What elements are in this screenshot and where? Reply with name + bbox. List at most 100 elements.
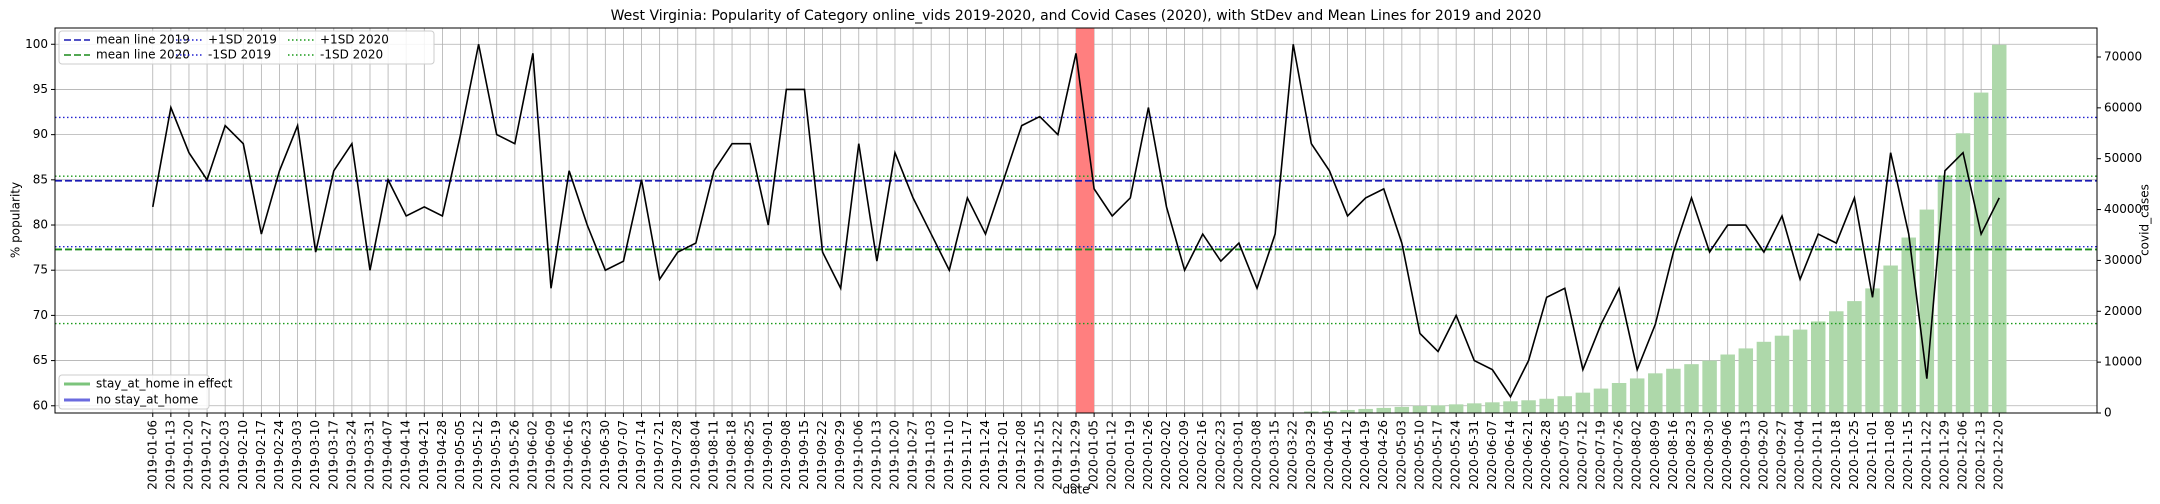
legend-box [58,374,210,410]
bar [1937,175,1953,413]
bar [1611,382,1627,413]
bar [1919,209,1935,413]
bar [1467,403,1482,413]
x-tick-label: 2019-05-26 [507,420,521,490]
x-tick-label: 2019-12-22 [1050,420,1064,490]
x-tick-label: 2020-11-22 [1919,420,1933,490]
x-tick-label: 2020-06-21 [1521,420,1535,490]
plot-frame [54,27,2098,414]
y-tick-label: 75 [33,263,48,277]
legend-label: +1SD 2020 [320,33,389,47]
legend-label: mean line 2019 [96,33,190,47]
x-tick-label: 2020-06-28 [1539,420,1553,490]
x-tick-label: 2020-05-10 [1412,420,1426,490]
x-tick-label: 2020-10-04 [1793,420,1807,490]
x-tick-label: 2020-12-13 [1974,420,1988,490]
x-tick-label: 2019-12-15 [1032,420,1046,490]
x-tick-label: 2020-02-02 [1159,420,1173,490]
x-tick-label: 2020-02-09 [1177,420,1191,490]
y-tick-label: 95 [33,82,48,96]
x-tick-label: 2019-04-21 [417,420,431,490]
x-tick-label: 2020-04-05 [1322,420,1336,490]
y2-tick-label: 10000 [2104,355,2142,369]
x-tick-label: 2020-05-17 [1431,420,1445,490]
y-tick-label: 100 [25,37,48,51]
highlight-span [1076,28,1095,413]
x-tick-label: 2019-10-13 [869,420,883,490]
x-tick-label: 2019-07-14 [634,420,648,490]
bar [1702,360,1717,413]
y-tick-label: 60 [33,398,48,412]
x-tick-label: 2019-11-24 [978,420,992,490]
bar [1883,265,1898,413]
legend-label: mean line 2020 [96,48,190,62]
x-tick-label: 2019-02-17 [254,420,268,490]
x-tick-label: 2020-08-09 [1648,420,1662,490]
x-tick-label: 2019-08-04 [688,420,702,490]
x-tick-label: 2019-06-16 [562,420,576,490]
line [151,44,2000,399]
x-tick-label: 2019-10-27 [906,420,920,490]
x-tick-label: 2019-03-10 [308,420,322,490]
bar [1304,411,1319,413]
x-tick-label: 2020-09-27 [1775,420,1789,490]
bar [1774,335,1790,413]
x-tick-label: 2019-07-28 [670,420,684,490]
x-tick-label: 2020-11-08 [1883,420,1897,490]
bar [1448,404,1464,413]
x-tick-label: 2019-06-30 [598,420,612,490]
x-tick-label: 2020-09-20 [1756,420,1770,490]
x-tick-label: 2020-09-06 [1720,420,1734,490]
bar [1973,92,1989,414]
y2-tick-label: 20000 [2104,304,2142,318]
x-tick-label: 2020-07-12 [1575,420,1589,490]
x-tick-label: 2019-06-02 [525,420,539,490]
y-tick-label: 90 [33,127,48,141]
x-tick-label: 2019-08-11 [706,420,720,490]
bar [1575,392,1591,413]
y2-tick-label: 50000 [2104,151,2142,165]
legend-label: -1SD 2020 [320,48,383,62]
x-tick-label: 2019-04-14 [399,420,413,490]
x-tick-label: 2019-09-22 [815,420,829,490]
x-tick-label: 2019-12-08 [1014,420,1028,490]
bar [1412,405,1428,413]
legend-label: +1SD 2019 [208,33,277,47]
x-tick-label: 2019-01-06 [145,420,159,490]
bar [1720,354,1735,413]
y-tick-label: 80 [33,218,48,232]
x-tick-label: 2020-10-18 [1829,420,1843,490]
x-tick-label: 2019-04-07 [381,420,395,490]
x-tick-label: 2020-07-05 [1557,420,1571,490]
x-tick-label: 2020-10-11 [1811,420,1825,490]
x-tick-label: 2019-06-09 [544,420,558,490]
x-tick-label: 2019-02-24 [272,420,286,490]
x-tick-label: 2020-02-23 [1213,420,1227,490]
x-tick-label: 2020-04-26 [1376,420,1390,490]
bar [1539,398,1554,413]
y2-tick-label: 60000 [2104,100,2142,114]
x-tick-label: 2020-12-06 [1956,420,1970,490]
x-tick-label: 2019-09-08 [779,420,793,490]
x-tick-label: 2020-03-29 [1304,420,1318,490]
x-tick-label: 2020-03-22 [1286,420,1300,490]
x-tick-label: 2020-08-30 [1702,420,1716,490]
legend-box [58,30,435,65]
x-tick-label: 2019-03-24 [344,420,358,490]
y2-tick-label: 30000 [2104,253,2142,267]
bar [1865,288,1880,413]
legend-label: -1SD 2019 [208,48,271,62]
bar [1666,368,1681,413]
bar [1847,301,1862,413]
x-tick-label: 2019-05-19 [489,420,503,490]
y-axis-label: % popularity [9,182,23,258]
x-tick-label: 2019-05-12 [471,420,485,490]
x-tick-label: 2020-05-24 [1449,420,1463,490]
bar [1521,400,1536,413]
bar [1992,44,2007,413]
x-tick-label: 2020-11-15 [1901,420,1915,490]
x-tick-label: 2020-10-25 [1847,420,1861,490]
bar [1629,378,1645,413]
